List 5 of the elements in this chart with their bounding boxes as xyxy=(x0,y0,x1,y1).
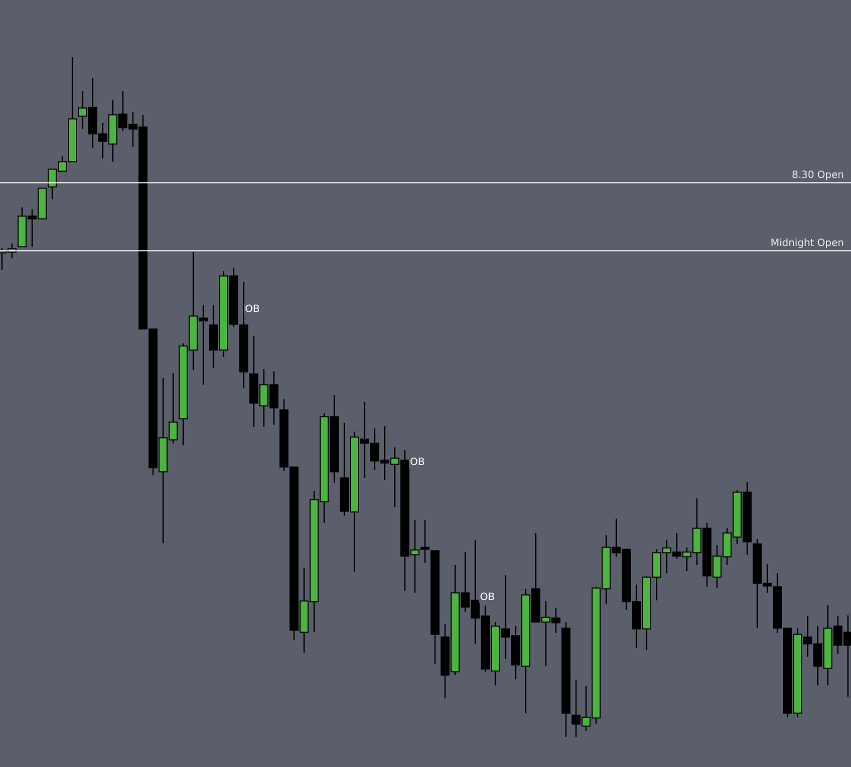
annotation: OB xyxy=(409,457,426,468)
annotation: OB xyxy=(479,592,496,603)
annotation: OB xyxy=(244,304,261,315)
ref-line-label: Midnight Open xyxy=(770,238,844,249)
ref-line-label: 8.30 Open xyxy=(792,170,844,181)
